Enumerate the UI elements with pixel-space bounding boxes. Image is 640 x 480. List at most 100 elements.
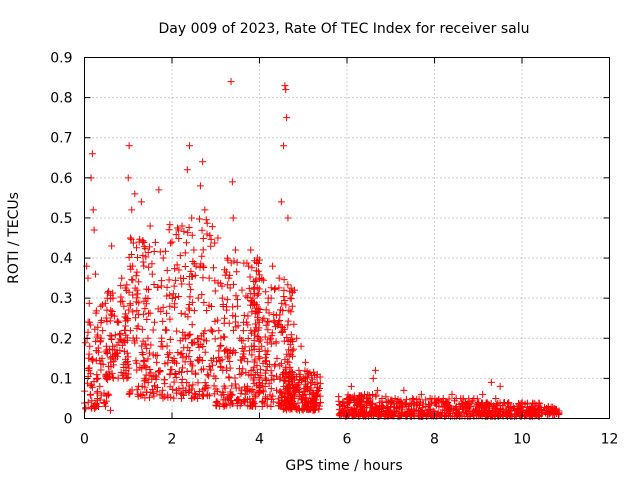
data-point — [199, 392, 207, 400]
data-point — [217, 334, 225, 342]
data-point — [281, 82, 289, 90]
data-point — [387, 402, 395, 410]
data-point — [444, 398, 452, 406]
data-point — [221, 347, 228, 355]
data-point — [496, 382, 504, 390]
data-point — [479, 409, 487, 417]
data-point — [422, 402, 430, 410]
data-point — [339, 402, 347, 410]
data-point — [212, 385, 220, 393]
data-point — [167, 239, 175, 247]
data-point — [215, 353, 223, 361]
data-point — [126, 390, 134, 398]
data-point — [205, 362, 213, 370]
data-point — [224, 396, 232, 404]
data-point — [284, 321, 292, 329]
data-point — [263, 350, 271, 358]
data-point — [263, 363, 271, 371]
data-point — [132, 298, 140, 306]
data-point — [172, 369, 180, 377]
data-point — [240, 311, 248, 319]
data-point — [183, 367, 191, 375]
data-point — [417, 411, 425, 419]
data-point — [195, 357, 203, 365]
data-point — [214, 316, 222, 324]
data-point — [274, 395, 282, 403]
data-point — [126, 301, 134, 309]
data-point — [103, 318, 111, 326]
data-point — [207, 242, 215, 250]
data-point — [213, 397, 221, 405]
data-point — [406, 399, 414, 407]
data-point — [116, 330, 123, 338]
data-point — [479, 390, 487, 398]
data-point — [234, 302, 242, 310]
data-point — [227, 78, 235, 86]
data-point — [446, 409, 454, 417]
data-point — [120, 302, 128, 310]
ticks-layer — [84, 57, 610, 419]
data-point — [540, 406, 548, 414]
data-point — [208, 361, 216, 369]
data-point — [194, 340, 202, 348]
data-point — [226, 358, 234, 366]
data-point — [268, 371, 276, 379]
data-point — [382, 393, 390, 401]
data-point — [264, 347, 272, 355]
data-point — [401, 400, 409, 408]
data-point — [438, 411, 446, 419]
data-point — [157, 308, 165, 316]
data-point — [271, 318, 279, 326]
data-point — [277, 360, 285, 368]
data-point — [301, 387, 309, 395]
data-point — [280, 276, 288, 284]
data-point — [216, 402, 224, 410]
data-point — [495, 411, 503, 419]
data-point — [230, 280, 238, 288]
data-point — [166, 315, 174, 323]
data-point — [279, 328, 287, 336]
data-point — [144, 249, 152, 257]
data-point — [107, 353, 115, 361]
data-point — [369, 374, 377, 382]
data-point — [233, 296, 241, 304]
data-point — [210, 382, 218, 390]
data-point — [126, 234, 134, 242]
data-point — [196, 354, 204, 362]
data-point — [260, 314, 268, 322]
data-point — [94, 344, 102, 352]
data-point — [493, 401, 501, 409]
data-point — [147, 389, 155, 397]
data-point — [244, 358, 252, 366]
data-point — [404, 402, 412, 410]
data-point — [242, 318, 250, 326]
data-point — [88, 381, 96, 389]
data-point — [146, 222, 154, 230]
data-point — [316, 380, 324, 388]
data-point — [94, 394, 102, 402]
data-point — [170, 378, 178, 386]
data-point — [217, 391, 225, 399]
data-point — [497, 406, 505, 414]
data-point — [85, 299, 93, 307]
data-point — [112, 349, 120, 357]
data-point — [127, 235, 135, 243]
data-point — [242, 292, 250, 300]
x-tick-label: 8 — [430, 432, 439, 448]
data-point — [185, 280, 193, 288]
data-point — [271, 285, 279, 293]
data-point — [122, 317, 130, 325]
data-point — [186, 293, 194, 301]
data-point — [487, 378, 495, 386]
y-axis-label: ROTI / TECUs — [6, 192, 22, 284]
data-point — [368, 400, 376, 408]
data-point — [229, 214, 237, 222]
data-point — [253, 254, 261, 262]
data-point — [241, 383, 249, 391]
data-point — [190, 246, 198, 254]
data-point — [254, 267, 262, 275]
data-point — [148, 375, 156, 383]
data-point — [248, 388, 256, 396]
x-tick-label: 2 — [168, 432, 177, 448]
data-point — [164, 359, 172, 367]
